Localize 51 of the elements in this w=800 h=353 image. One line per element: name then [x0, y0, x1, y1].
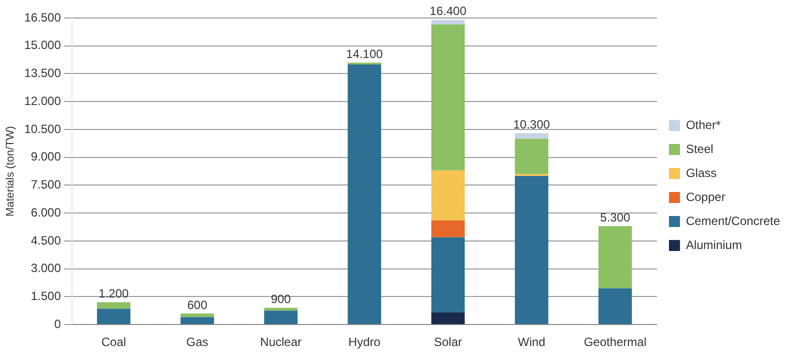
y-tick-label: 0: [54, 316, 62, 331]
x-tick-label: Gas: [186, 335, 208, 350]
y-axis-title: Materials (ton/TW): [4, 126, 17, 217]
bar: [96, 302, 130, 309]
x-tick-label: Solar: [434, 335, 462, 350]
bar: [598, 288, 632, 324]
total-label: 5.300: [600, 210, 631, 224]
bar: [431, 170, 465, 221]
x-tick-label: Nuclear: [260, 335, 302, 350]
x-tick-label: Geothermal: [584, 335, 647, 350]
bar: [598, 226, 632, 288]
total-label: 1.200: [98, 286, 130, 301]
legend-label: Cement/Concrete: [686, 214, 780, 228]
legend-label: Aluminium: [686, 238, 742, 252]
total-label: 14.100: [346, 46, 384, 61]
bar: [514, 138, 548, 174]
y-tick-label: 13.500: [24, 66, 62, 80]
bar: [431, 237, 465, 313]
bar: [180, 317, 214, 324]
legend-label: Glass: [686, 166, 717, 180]
bar: [431, 20, 465, 25]
y-tick-label: 12.000: [24, 94, 62, 108]
bar: [264, 308, 298, 311]
x-tick-label: Wind: [518, 335, 546, 350]
bar: [96, 308, 130, 324]
y-tick-label: 7.500: [30, 178, 62, 192]
legend-label: Other*: [686, 118, 721, 132]
y-tick-label: 3.000: [30, 261, 62, 276]
y-tick-label: 9.000: [30, 150, 62, 164]
y-tick-label: 4.500: [30, 233, 62, 248]
bar: [431, 220, 465, 238]
y-tick-label: 10.500: [24, 122, 62, 136]
bar: [180, 313, 214, 318]
y-tick-label: 6.000: [30, 205, 62, 220]
bar: [514, 133, 548, 139]
bar: [264, 310, 298, 324]
legend-label: Steel: [686, 142, 714, 156]
total-label: 10.300: [513, 118, 550, 132]
bar: [431, 312, 465, 324]
legend-label: Copper: [686, 190, 726, 204]
bar: [514, 176, 548, 324]
x-tick-label: Hydro: [348, 335, 381, 350]
x-tick-label: Coal: [101, 335, 126, 350]
bar: [431, 24, 465, 170]
total-label: 600: [187, 298, 208, 312]
y-tick-label: 15.000: [24, 38, 62, 52]
bar: [348, 64, 382, 324]
total-label: 900: [270, 292, 292, 306]
total-label: 16.400: [430, 4, 467, 18]
y-tick-label: 16.500: [24, 10, 62, 24]
y-tick-label: 1.500: [30, 289, 62, 304]
